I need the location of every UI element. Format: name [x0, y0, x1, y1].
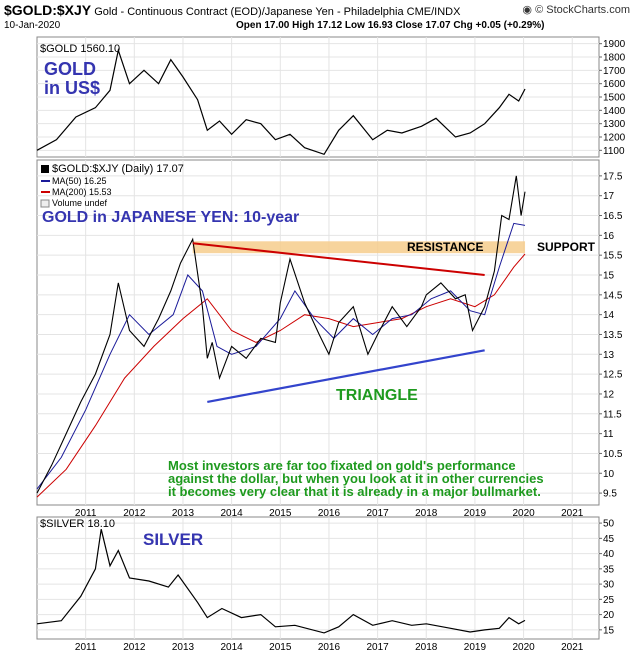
ytick-label: 16.5: [603, 211, 623, 222]
ytick-label: 16: [603, 231, 615, 242]
xtick-label: 2019: [464, 508, 487, 519]
ytick-label: 45: [603, 534, 615, 545]
stockcharts-logo[interactable]: ◉ © StockCharts.com: [522, 3, 630, 16]
symbol-label: $GOLD:$XJY: [4, 2, 92, 18]
logo-text: © StockCharts.com: [535, 4, 630, 16]
ytick-label: 14.5: [603, 290, 623, 301]
ytick-label: 1200: [603, 133, 626, 144]
legend-volume: Volume undef: [52, 198, 108, 208]
xtick-label: 2019: [464, 642, 487, 653]
xaxis-main: 2011 2012 2013 2014 2015 2016 2017 2018 2019 2020…: [75, 508, 584, 519]
ytick-label: 11.5: [603, 409, 622, 420]
symbol-description: Gold - Continuous Contract (EOD)/Japanes…: [94, 6, 461, 18]
legend-ma50: MA(50) 16.25: [52, 176, 107, 186]
stockcharts-logo-icon: ◉: [522, 4, 533, 16]
ytick-label: 35: [603, 564, 615, 575]
xtick-label: 2017: [366, 508, 389, 519]
xtick-label: 2013: [172, 508, 195, 519]
comment-line-1: Most investors are far too fixated on go…: [168, 458, 516, 473]
date-label: 10-Jan-2020: [4, 20, 61, 31]
ytick-label: 17: [603, 191, 615, 202]
triangle-line: [207, 349, 485, 403]
xtick-label: 2020: [512, 642, 535, 653]
xtick-label: 2012: [123, 642, 146, 653]
legend-gold-usd: $GOLD 1560.10: [40, 43, 120, 55]
legend-ma200: MA(200) 15.53: [52, 187, 112, 197]
xtick-label: 2012: [123, 508, 146, 519]
ytick-label: 11: [603, 429, 614, 440]
ytick-label: 9.5: [603, 489, 617, 500]
xaxis-silver: 2011 2012 2013 2014 2015 2016 2017 2018 2019 2020…: [75, 642, 584, 653]
comment-line-3: it becomes very clear that it is already…: [168, 484, 541, 499]
ytick-label: 14: [603, 310, 615, 321]
xtick-label: 2011: [75, 642, 97, 653]
series-ma50: [36, 222, 526, 490]
xtick-label: 2016: [318, 508, 341, 519]
ytick-label: 13.5: [603, 330, 623, 341]
grid-silver: [37, 517, 599, 639]
series-gold-usd: [36, 48, 526, 156]
yaxis-silver: 15 20 25 30 35 40 45 50: [599, 519, 615, 636]
xtick-label: 2020: [512, 508, 535, 519]
triangle-label: TRIANGLE: [336, 387, 418, 404]
grid-gold-jpy: [37, 160, 599, 505]
ytick-label: 12: [603, 389, 615, 400]
chart-header: $GOLD:$XJY Gold - Continuous Contract (E…: [4, 2, 460, 18]
ytick-label: 1600: [603, 79, 626, 90]
xtick-label: 2021: [561, 642, 584, 653]
ytick-label: 10.5: [603, 449, 623, 460]
ytick-label: 1300: [603, 119, 626, 130]
ytick-label: 1900: [603, 39, 626, 50]
ytick-label: 15.5: [603, 251, 623, 262]
grid-gold-usd: [37, 37, 599, 157]
ytick-label: 30: [603, 580, 615, 591]
support-label: SUPPORT: [537, 240, 596, 254]
yaxis-gold-jpy: 9.5 10 10.5 11 11.5 12 12.5 13 13.5 14 14.5 15 15.5 1…: [599, 171, 623, 500]
xtick-label: 2015: [269, 508, 292, 519]
ytick-label: 1400: [603, 106, 626, 117]
xtick-label: 2017: [366, 642, 389, 653]
xtick-label: 2014: [221, 642, 244, 653]
xtick-label: 2015: [269, 642, 292, 653]
ytick-label: 40: [603, 549, 615, 560]
ytick-label: 25: [603, 595, 615, 606]
comment-line-2: against the dollar, but when you look at…: [168, 471, 544, 486]
ytick-label: 20: [603, 610, 615, 621]
yaxis-gold-usd: 1100 1200 1300 1400 1500 1600 1700 1800 1900: [599, 39, 626, 157]
xtick-label: 2018: [415, 642, 438, 653]
ytick-label: 17.5: [603, 171, 623, 182]
xtick-label: 2021: [561, 508, 584, 519]
resistance-support-band: [192, 241, 526, 254]
xtick-label: 2011: [75, 508, 97, 519]
chart-title-jpy: GOLD in JAPANESE YEN: 10-year: [42, 209, 299, 226]
ytick-label: 1700: [603, 66, 626, 77]
legend-xjy: $GOLD:$XJY (Daily) 17.07: [52, 163, 184, 175]
legend-silver: $SILVER 18.10: [40, 518, 115, 530]
ytick-label: 13: [603, 350, 615, 361]
ytick-label: 50: [603, 519, 615, 530]
series-silver: [36, 529, 526, 634]
ytick-label: 1100: [603, 146, 625, 157]
xtick-label: 2013: [172, 642, 195, 653]
legend-swatch-volume: [40, 199, 50, 208]
ytick-label: 1800: [603, 53, 626, 64]
label-gold: GOLD in US$: [44, 59, 100, 98]
series-gold-jpy: [36, 175, 526, 494]
comment-text: Most investors are far too fixated on go…: [168, 458, 547, 499]
xtick-label: 2014: [221, 508, 244, 519]
resistance-label: RESISTANCE: [407, 240, 483, 254]
xtick-label: 2016: [318, 642, 341, 653]
ytick-label: 15: [603, 625, 615, 636]
label-silver: SILVER: [143, 530, 203, 549]
legend-swatch-xjy: [41, 165, 49, 173]
ytick-label: 10: [603, 469, 615, 480]
resistance-line: [192, 242, 485, 276]
ytick-label: 12.5: [603, 370, 623, 381]
ohlc-readout: Open 17.00 High 17.12 Low 16.93 Close 17…: [236, 20, 545, 31]
xtick-label: 2018: [415, 508, 438, 519]
ytick-label: 15: [603, 271, 615, 282]
ytick-label: 1500: [603, 93, 626, 104]
